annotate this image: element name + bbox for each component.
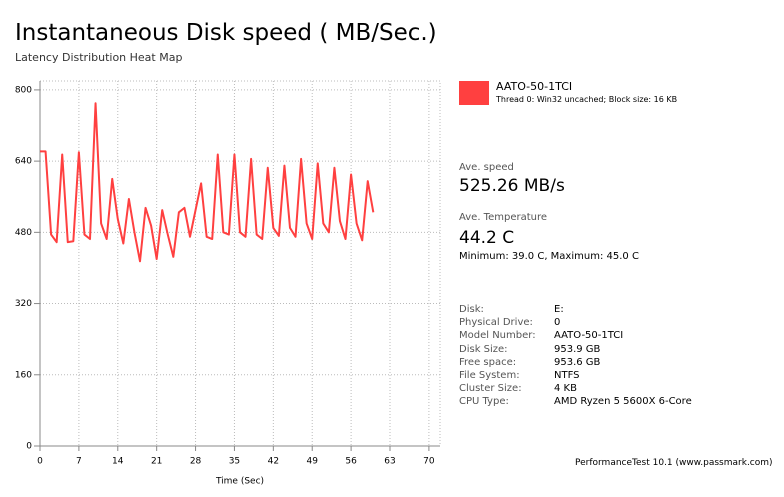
info-key: Cluster Size:: [459, 383, 522, 395]
x-tick-label: 42: [268, 457, 279, 467]
info-value: 953.9 GB: [554, 343, 601, 355]
y-tick-label: 320: [15, 299, 32, 309]
info-value: NTFS: [554, 370, 580, 382]
info-key: Free space:: [459, 356, 517, 368]
x-tick-label: 14: [112, 457, 124, 467]
x-tick-label: 21: [151, 457, 162, 467]
stat-label: Ave. speed: [459, 162, 514, 173]
info-key: Model Number:: [459, 330, 536, 342]
y-tick-label: 640: [15, 157, 32, 167]
y-tick-label: 800: [15, 85, 32, 95]
info-row: Disk Size: 953.9 GB: [459, 343, 692, 356]
x-tick-label: 0: [37, 457, 43, 467]
info-row: Cluster Size: 4 KB: [459, 382, 692, 395]
stat-label: Ave. Temperature: [459, 212, 548, 223]
info-value: 4 KB: [554, 383, 577, 395]
y-tick-label: 480: [15, 228, 32, 238]
y-tick-label: 160: [15, 370, 32, 380]
info-row: File System: NTFS: [459, 369, 692, 382]
data-line: [40, 102, 375, 263]
x-tick-label: 28: [190, 457, 202, 467]
info-value: 953.6 GB: [554, 356, 601, 368]
legend-label: AATO-50-1TCI: [496, 80, 573, 93]
info-row: Free space: 953.6 GB: [459, 356, 692, 369]
info-row: Disk: E:: [459, 303, 692, 316]
chart-title: Instantaneous Disk speed ( MB/Sec.): [15, 20, 437, 46]
legend-detail: Thread 0: Win32 uncached; Block size: 16…: [496, 95, 678, 104]
y-tick-label: 0: [26, 442, 32, 452]
info-row: Model Number: AATO-50-1TCI: [459, 329, 692, 342]
x-tick-label: 70: [423, 457, 435, 467]
plot-frame: [39, 80, 441, 447]
x-tick-label: 63: [384, 457, 395, 467]
info-value: 0: [554, 317, 561, 329]
x-tick-label: 35: [229, 457, 240, 467]
chart-subtitle: Latency Distribution Heat Map: [15, 51, 183, 64]
disk-info: Disk: E: Physical Drive: 0 Model Number: AATO…: [459, 303, 692, 409]
x-tick-label: 7: [76, 457, 82, 467]
info-key: Physical Drive:: [459, 317, 533, 329]
info-value: E:: [554, 304, 564, 315]
legend-swatch: [459, 81, 489, 105]
stat-value: 44.2 C: [459, 228, 515, 248]
info-value: AMD Ryzen 5 5600X 6-Core: [554, 396, 692, 408]
x-tick-label: 56: [345, 457, 357, 467]
info-key: CPU Type:: [459, 396, 509, 408]
min-max: Minimum: 39.0 C, Maximum: 45.0 C: [459, 251, 639, 262]
x-tick-label: 49: [306, 457, 318, 467]
info-key: File System:: [459, 370, 520, 382]
footer: PerformanceTest 10.1 (www.passmark.com): [575, 458, 773, 468]
x-axis-label: Time (Sec): [215, 477, 264, 487]
info-row: CPU Type: AMD Ryzen 5 5600X 6-Core: [459, 395, 692, 408]
info-value: AATO-50-1TCI: [554, 330, 624, 342]
chart: Time (Sec) 0 160 320 480 640 800 0 7 14 21 28 35 42 4…: [15, 80, 441, 487]
stat-value: 525.26 MB/s: [459, 176, 565, 196]
info-key: Disk Size:: [459, 343, 508, 355]
info-row: Physical Drive: 0: [459, 316, 692, 329]
info-key: Disk:: [459, 304, 484, 315]
